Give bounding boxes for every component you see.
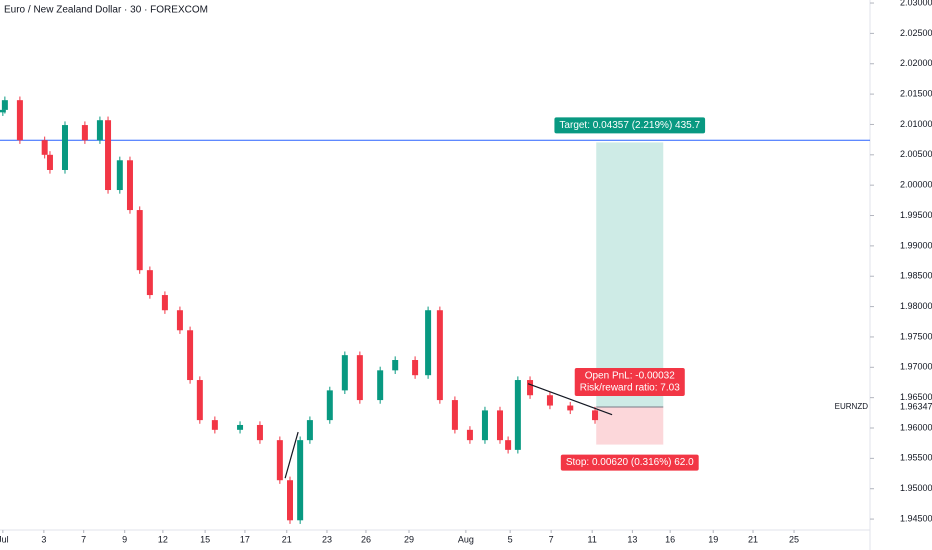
candle-body [436,310,443,401]
candle-body [211,420,218,430]
x-tick-label: 3 [41,534,46,544]
candle-body [126,160,133,211]
candle-body [196,380,203,421]
candle-body [41,140,48,155]
candle-body [96,120,103,141]
candle-body [187,330,194,381]
x-tick-label: 5 [508,534,513,544]
x-tick-label: 16 [665,534,675,544]
candle-body [81,125,88,141]
y-tick-label: 1.97000 [900,362,932,372]
candle-body [466,429,473,441]
y-tick-label: 1.98000 [900,301,932,311]
x-tick-label: 7 [81,534,86,544]
candle-body [341,355,348,391]
x-tick-label: Aug [458,534,474,544]
candle-body [392,360,399,371]
y-tick-label: 1.95000 [900,483,932,493]
candle-body [161,295,168,311]
candle-body [1,100,8,110]
candle-body [16,100,23,141]
candle-body [567,405,574,411]
y-tick-label: 2.02000 [900,58,932,68]
y-tick-label: 1.94500 [900,513,932,523]
y-tick-label: 1.97500 [900,331,932,341]
candle-body [306,420,313,441]
candle-body [46,154,53,170]
candle-body [237,424,244,430]
candle-body [326,390,333,421]
candle-body [61,125,68,170]
x-tick-label: 13 [627,534,637,544]
x-tick-label: 26 [361,534,371,544]
candle-body [425,310,432,376]
candle-body [514,380,521,450]
y-tick-label: 1.99000 [900,240,932,250]
x-tick-label: Jul [0,534,9,544]
x-tick-label: 19 [708,534,718,544]
x-tick-label: 23 [322,534,332,544]
candle-body [412,360,419,376]
candle-body [146,270,153,296]
candle-body [136,210,143,271]
candle-body [496,410,503,441]
x-tick-label: 25 [789,534,799,544]
y-tick-label: 1.99500 [900,210,932,220]
x-tick-label: 12 [158,534,168,544]
candle-body [0,109,6,113]
candle-body [481,410,488,441]
trend-line [527,383,613,416]
target-label: Target: 0.04357 (2.219%) 435.7 [559,120,700,131]
x-tick-label: 9 [122,534,127,544]
y-tick-label: 1.98500 [900,271,932,281]
x-tick-label: 15 [200,534,210,544]
stop-label: Stop: 0.00620 (0.316%) 62.0 [566,457,694,468]
y-tick-label: 2.02500 [900,28,932,38]
candle-body [276,440,283,481]
y-tick-label: 1.95500 [900,453,932,463]
y-tick-label: 1.96500 [900,392,932,402]
pnl-label: Risk/reward ratio: 7.03 [580,383,680,394]
x-tick-label: 11 [588,534,597,544]
pnl-label-bg [574,367,685,396]
candle-body [377,370,384,401]
trend-line [284,431,299,479]
y-tick-label: 2.00500 [900,149,932,159]
target-label-bg [554,117,706,134]
pnl-label: Open PnL: -0.00032 [585,371,676,382]
candle-body [287,480,293,521]
candle-body [451,400,458,430]
y-tick-label: 2.03000 [900,0,932,7]
candle-body [527,380,534,396]
candle-body [105,120,112,191]
y-tick-label: 2.01000 [900,119,932,129]
x-tick-label: 21 [282,534,292,544]
candle-body [176,310,183,331]
y-tick-label: 2.01500 [900,88,932,98]
symbol-label: EURNZD [835,402,869,411]
candle-body [116,160,123,191]
y-tick-label: 1.96000 [900,422,932,432]
candle-body [505,440,512,450]
chart-title: Euro / New Zealand Dollar · 30 · FOREXCO… [4,5,208,16]
candle-body [546,395,553,406]
candle-body [256,424,263,441]
x-tick-label: 17 [240,534,250,544]
x-tick-label: 21 [748,534,758,544]
last-price-label: 1.96347 [900,401,932,411]
x-tick-label: 29 [404,534,414,544]
candle-body [592,410,599,421]
candle-body [356,355,363,401]
x-tick-label: 7 [549,534,554,544]
target-zone [596,142,664,407]
y-tick-label: 2.00000 [900,180,932,190]
candle-body [297,440,304,521]
stop-label-bg [560,454,699,471]
